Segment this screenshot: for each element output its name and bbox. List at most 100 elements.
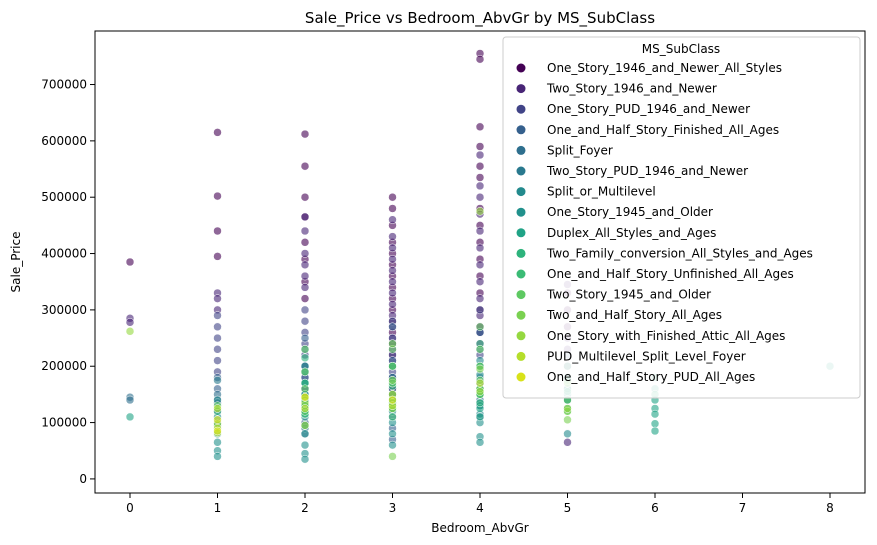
data-point	[388, 452, 397, 461]
x-tick-label: 0	[126, 501, 134, 515]
x-tick-label: 3	[389, 501, 397, 515]
data-point	[388, 322, 397, 332]
y-tick-label: 200000	[41, 359, 87, 373]
legend-label: One_and_Half_Story_PUD_All_Ages	[547, 370, 755, 384]
data-point	[475, 54, 485, 64]
legend-label: One_Story_PUD_1946_and_Newer	[547, 102, 750, 116]
data-point	[125, 412, 135, 422]
x-tick-label: 2	[301, 501, 309, 515]
data-point	[475, 438, 485, 447]
x-axis: 0 1 2 3 4 5 6 7 8	[126, 493, 834, 515]
data-point	[300, 129, 310, 139]
data-point	[388, 232, 397, 241]
x-tick-label: 6	[651, 501, 659, 515]
data-point	[388, 277, 397, 286]
data-point	[213, 191, 222, 201]
legend-label: Two_Story_1946_and_Newer	[546, 82, 717, 96]
data-point	[300, 440, 310, 450]
data-point	[650, 426, 660, 436]
legend-marker	[516, 310, 526, 320]
y-tick-label: 0	[79, 472, 87, 486]
legend-marker	[516, 104, 526, 114]
data-point	[125, 318, 135, 327]
x-tick-label: 4	[476, 501, 484, 515]
x-tick-label: 8	[826, 501, 834, 515]
data-point	[388, 429, 397, 439]
data-point	[475, 192, 485, 202]
data-point	[475, 243, 485, 253]
data-point	[475, 161, 485, 171]
data-point	[475, 322, 485, 332]
data-point	[475, 181, 485, 191]
legend-marker	[516, 166, 526, 176]
data-point	[300, 367, 310, 377]
y-tick-label: 300000	[41, 303, 87, 317]
data-point	[475, 412, 485, 422]
data-point	[475, 122, 485, 132]
data-point	[388, 288, 397, 298]
legend-marker	[516, 351, 526, 361]
data-point	[300, 260, 310, 270]
data-point	[300, 384, 310, 394]
legend-marker	[516, 290, 526, 300]
legend-label: One_Story_with_Finished_Attic_All_Ages	[547, 329, 785, 343]
legend-label: Two_Story_PUD_1946_and_Newer	[546, 164, 748, 178]
data-point	[213, 322, 222, 332]
legend-items: One_Story_1946_and_Newer_All_Styles Two_S…	[516, 61, 813, 384]
legend: MS_SubClass One_Story_1946_and_Newer_All…	[502, 36, 861, 399]
legend-label: Two_Family_conversion_All_Styles_and_Age…	[546, 246, 813, 260]
data-point	[388, 266, 397, 275]
data-point	[300, 271, 310, 281]
data-point	[388, 243, 397, 253]
data-point	[475, 398, 485, 408]
data-point	[475, 260, 485, 270]
legend-marker	[516, 248, 526, 258]
legend-marker	[516, 372, 526, 382]
data-point	[650, 409, 660, 419]
data-point	[213, 311, 222, 320]
legend-marker	[516, 207, 526, 217]
y-tick-label: 600000	[41, 134, 87, 148]
data-point	[213, 333, 222, 343]
data-point	[125, 257, 135, 267]
data-point	[213, 404, 222, 413]
data-point	[300, 305, 310, 315]
data-point	[300, 353, 310, 363]
data-point	[300, 249, 310, 258]
data-point	[213, 128, 222, 137]
data-point	[563, 415, 572, 425]
data-point	[388, 204, 397, 213]
legend-label: One_and_Half_Story_Finished_All_Ages	[547, 123, 779, 137]
data-point	[300, 238, 310, 247]
chart-title: Sale_Price vs Bedroom_AbvGr by MS_SubCla…	[305, 9, 655, 28]
legend-label: Split_or_Multilevel	[547, 185, 656, 199]
legend-marker	[516, 228, 526, 238]
data-point	[388, 192, 397, 202]
data-point	[388, 361, 397, 371]
data-point	[650, 419, 660, 428]
x-tick-label: 5	[564, 501, 572, 515]
data-point	[475, 150, 485, 160]
data-point	[300, 192, 310, 202]
data-point	[300, 294, 310, 303]
data-point	[300, 226, 310, 236]
legend-label: Split_Foyer	[547, 143, 613, 157]
data-point	[300, 212, 310, 222]
data-point	[300, 421, 310, 430]
legend-box	[502, 36, 861, 399]
legend-label: One_and_Half_Story_Unfinished_All_Ages	[547, 267, 794, 281]
data-point	[563, 429, 572, 439]
y-tick-label: 100000	[41, 416, 87, 430]
data-point	[475, 277, 485, 286]
legend-label: Two_Story_1945_and_Older	[546, 288, 711, 302]
y-tick-label: 400000	[41, 247, 87, 261]
data-point	[475, 364, 485, 374]
data-point	[563, 404, 572, 413]
data-point	[475, 294, 485, 303]
data-point	[388, 376, 397, 385]
data-point	[125, 395, 135, 405]
data-point	[213, 452, 222, 461]
data-point	[475, 378, 485, 388]
data-point	[300, 283, 310, 292]
